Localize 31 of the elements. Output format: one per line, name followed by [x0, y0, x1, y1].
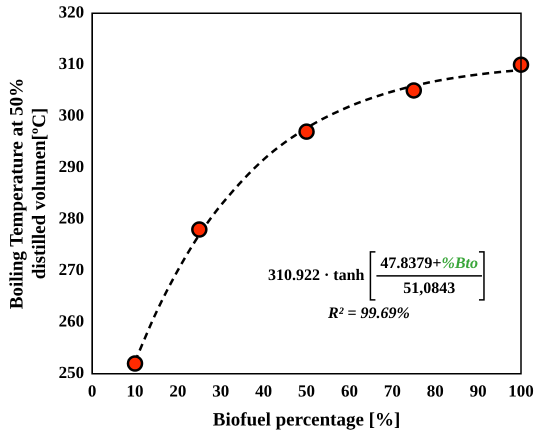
x-tick-label: 80 [426, 381, 444, 400]
point [298, 123, 315, 140]
point [406, 82, 422, 99]
y-tick-label: 300 [58, 106, 84, 125]
annotation: %Bto [442, 255, 478, 272]
annotation: R² = 99.69% [326, 305, 410, 322]
x-tick-label: 90 [470, 381, 487, 400]
y-tick-label: 280 [58, 208, 84, 228]
y-tick-label: 270 [58, 260, 84, 280]
x-tick-label: 30 [212, 381, 230, 400]
x-tick-label: 10 [126, 381, 144, 400]
annotation: 47.8379+ [380, 255, 442, 272]
x-tick-label: 60 [340, 381, 358, 400]
y-tick-label: 250 [58, 363, 84, 382]
y-tick-label: 260 [58, 312, 84, 331]
x-tick-label: 70 [384, 381, 401, 400]
x-tick-label: 20 [169, 381, 186, 400]
y-tick-label: 320 [58, 2, 84, 22]
x-tick-label: 100 [508, 381, 534, 400]
x-tick-label: 40 [255, 381, 272, 400]
y-tick-label: 290 [58, 157, 84, 176]
point [512, 56, 530, 73]
x-tick-label: 0 [88, 381, 96, 400]
y-axis-title: Boiling Temperature at 50% distilled volumen[ºC] [6, 78, 50, 310]
point [126, 355, 144, 372]
annotation: 51,0843 [403, 280, 456, 298]
x-tick-label: 50 [298, 381, 316, 400]
y-tick-label: 310 [58, 54, 84, 74]
x-axis-title: Biofuel percentage [%] [212, 410, 400, 431]
point [191, 221, 208, 238]
annotation: 310.922 · tanh [268, 267, 365, 284]
